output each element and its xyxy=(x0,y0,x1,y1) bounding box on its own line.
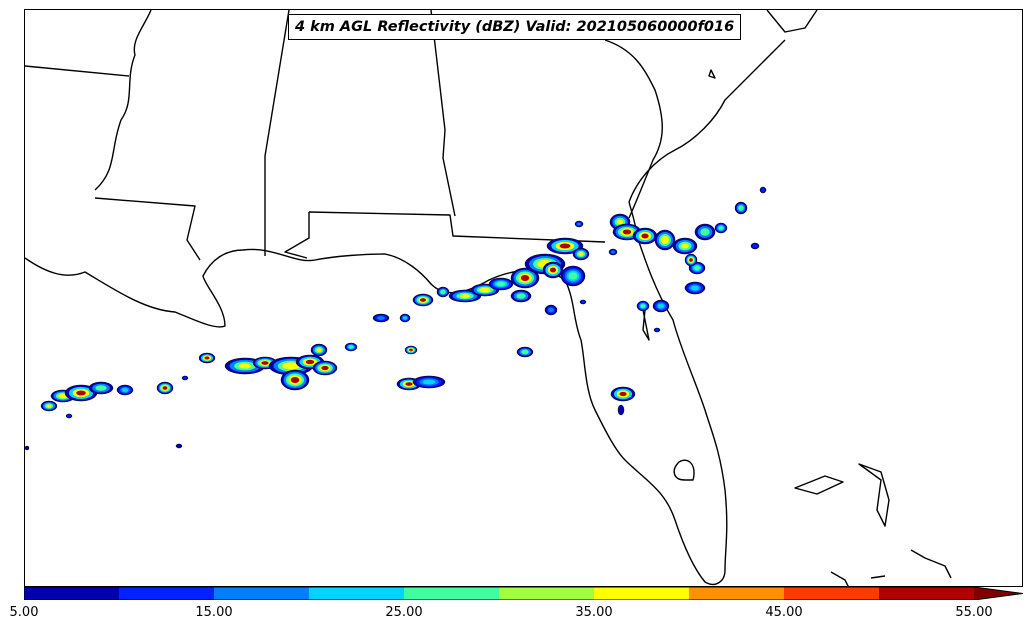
reflectivity-cell xyxy=(655,328,659,332)
reflectivity-cell xyxy=(761,188,765,192)
reflectivity-core xyxy=(622,229,632,235)
colorbar-outline xyxy=(24,587,1023,600)
reflectivity-cell xyxy=(700,228,710,236)
colorbar-segment xyxy=(404,587,499,600)
reflectivity-core xyxy=(641,233,649,239)
reflectivity-cell xyxy=(377,316,385,320)
colorbar-segment xyxy=(214,587,309,600)
reflectivity-core xyxy=(76,390,86,396)
reflectivity-core xyxy=(162,386,168,390)
colorbar-tick-label: 5.00 xyxy=(9,605,39,620)
colorbar-segment xyxy=(309,587,404,600)
reflectivity-cell xyxy=(479,287,491,293)
colorbar-segment xyxy=(119,587,214,600)
reflectivity-cell xyxy=(681,243,689,249)
reflectivity-cell xyxy=(459,294,471,298)
reflectivity-cell xyxy=(25,445,30,451)
reflectivity-cell xyxy=(718,226,724,230)
colorbar-tick-label: 35.00 xyxy=(575,605,613,620)
colorbar-tick-label: 45.00 xyxy=(765,605,803,620)
reflectivity-core xyxy=(321,365,329,371)
reflectivity-cell xyxy=(581,300,585,304)
reflectivity-cell xyxy=(516,293,526,299)
map-canvas xyxy=(25,10,952,586)
reflectivity-cell xyxy=(440,289,446,295)
colorbar-tick-label: 25.00 xyxy=(385,605,423,620)
reflectivity-cell xyxy=(568,272,578,280)
reflectivity-cell xyxy=(577,222,581,226)
reflectivity-cell xyxy=(121,388,129,392)
colorbar-extend-arrow xyxy=(974,587,1023,600)
reflectivity-cell xyxy=(282,362,300,370)
colorbar-segment xyxy=(594,587,689,600)
colorbar-tick-label: 55.00 xyxy=(955,605,993,620)
reflectivity-core xyxy=(550,267,556,273)
reflectivity-cell xyxy=(175,443,183,449)
reflectivity-cell xyxy=(238,363,252,369)
reflectivity-cell xyxy=(691,285,699,291)
reflectivity-core xyxy=(559,243,571,249)
reflectivity-cells xyxy=(25,186,767,451)
reflectivity-cell xyxy=(403,316,407,320)
reflectivity-cell xyxy=(661,236,669,244)
reflectivity-core xyxy=(405,382,413,386)
colorbar-segment xyxy=(499,587,594,600)
reflectivity-cell xyxy=(694,265,700,271)
reflectivity-core xyxy=(204,356,210,360)
reflectivity-cell xyxy=(67,414,71,418)
reflectivity-cell xyxy=(348,345,354,349)
reflectivity-core xyxy=(619,391,627,397)
reflectivity-core xyxy=(290,377,300,383)
colorbar xyxy=(24,587,1023,600)
reflectivity-cell xyxy=(617,404,625,416)
reflectivity-cell xyxy=(657,303,665,309)
reflectivity-core xyxy=(689,258,693,262)
colorbar-segment xyxy=(689,587,784,600)
reflectivity-cell xyxy=(738,205,744,211)
reflectivity-core xyxy=(261,361,269,365)
map-title: 4 km AGL Reflectivity (dBZ) Valid: 20210… xyxy=(288,14,742,40)
reflectivity-cell xyxy=(521,349,529,355)
reflectivity-cell xyxy=(616,219,624,225)
reflectivity-core xyxy=(305,359,315,365)
reflectivity-cell xyxy=(640,304,646,308)
reflectivity-core xyxy=(520,275,530,281)
colorbar-segment xyxy=(879,587,974,600)
reflectivity-cell xyxy=(611,250,615,254)
coastline-and-borders xyxy=(25,10,952,586)
reflectivity-cell xyxy=(183,376,187,380)
reflectivity-core xyxy=(420,298,426,302)
reflectivity-cell xyxy=(752,244,758,248)
colorbar-segment xyxy=(784,587,879,600)
reflectivity-cell xyxy=(578,252,584,256)
colorbar-segment xyxy=(24,587,119,600)
reflectivity-cell xyxy=(95,385,107,391)
map-frame xyxy=(24,9,1023,587)
reflectivity-cell xyxy=(548,307,554,313)
reflectivity-cell xyxy=(316,348,322,352)
reflectivity-cell xyxy=(496,281,506,287)
reflectivity-cell xyxy=(46,404,52,408)
colorbar-tick-label: 15.00 xyxy=(195,605,233,620)
reflectivity-core xyxy=(409,348,413,352)
reflectivity-cell xyxy=(422,379,436,385)
